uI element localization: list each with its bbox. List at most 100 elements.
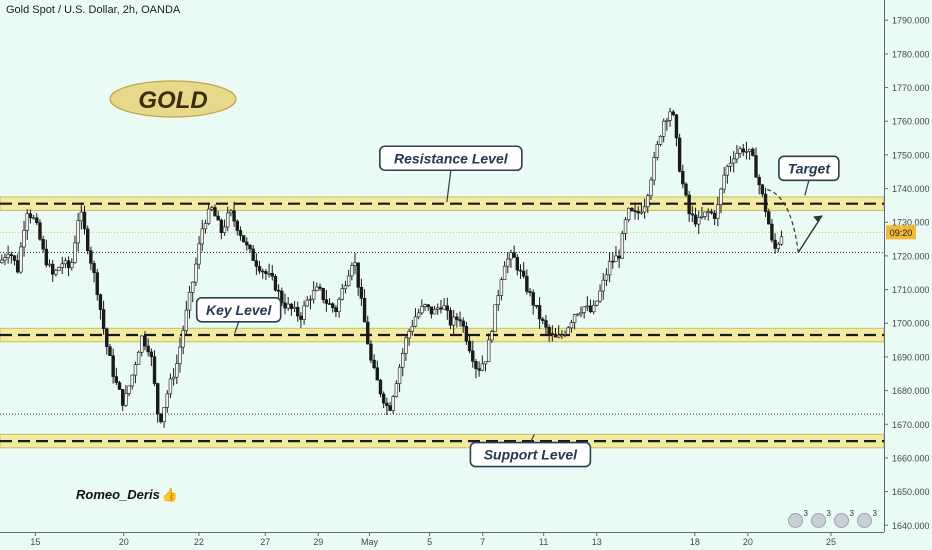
candle-body <box>353 262 357 266</box>
candle-body <box>598 290 602 302</box>
candle-body <box>381 393 386 404</box>
medal-icon[interactable]: 3 <box>811 509 831 528</box>
candle-body <box>171 376 176 380</box>
candle-body <box>143 335 147 347</box>
candle-body <box>461 320 465 327</box>
candle-body <box>232 210 236 222</box>
candle-body <box>159 413 163 423</box>
candle-body <box>35 217 39 224</box>
candle-body <box>496 295 500 306</box>
candle-body <box>617 255 621 259</box>
candle-body <box>525 275 529 292</box>
candle-body <box>3 257 7 261</box>
candle-body <box>238 230 243 236</box>
candle-body <box>700 216 704 218</box>
candle-body <box>471 350 475 362</box>
candle-body <box>175 363 179 378</box>
candle-body <box>267 272 271 275</box>
candle-body <box>432 308 437 315</box>
candle-body <box>477 368 481 371</box>
candle-body <box>712 212 717 219</box>
callout-box[interactable] <box>195 296 282 323</box>
candle-body <box>191 281 195 293</box>
candle-body <box>245 241 249 246</box>
price-tick-label: 1650.000 <box>892 487 930 497</box>
candle-body <box>321 288 325 301</box>
candle-body <box>677 137 682 172</box>
callout-box[interactable] <box>379 145 523 172</box>
candle-body <box>60 263 64 268</box>
community-badges: 3 3 3 3 <box>788 509 877 528</box>
medal-icon[interactable]: 3 <box>788 509 808 528</box>
candle-body <box>576 313 580 316</box>
candle-body <box>697 217 701 225</box>
time-tick-label: 22 <box>194 537 204 547</box>
medal-icon[interactable]: 3 <box>857 509 877 528</box>
candle-body <box>534 304 539 307</box>
candle-body <box>57 267 61 271</box>
candle-body <box>44 248 49 266</box>
candle-body <box>693 214 698 225</box>
candle-body <box>76 220 80 244</box>
candle-body <box>162 407 166 423</box>
candle-body <box>426 304 430 308</box>
candle-body <box>515 257 520 271</box>
candle-body <box>448 310 453 326</box>
candle-body <box>754 155 758 178</box>
candle-body <box>627 207 631 221</box>
candle-body <box>28 213 33 219</box>
callout-label: Resistance Level <box>394 150 509 166</box>
price-tick-label: 1730.000 <box>892 218 930 228</box>
price-tick-label: 1760.000 <box>892 117 930 127</box>
candle-body <box>658 136 663 145</box>
callout-box[interactable] <box>469 441 592 468</box>
candle-body <box>340 288 344 300</box>
candle-body <box>38 222 42 240</box>
candle-body <box>92 263 96 273</box>
callout-label: Key Level <box>206 302 272 318</box>
candle-body <box>518 269 523 272</box>
gold-badge-label: GOLD <box>138 87 207 114</box>
badge-count: 3 <box>872 509 877 518</box>
candle-body <box>63 260 68 265</box>
candle-body <box>722 174 726 190</box>
time-tick-label: May <box>361 537 379 547</box>
candle-body <box>197 243 201 265</box>
candle-body <box>620 233 625 259</box>
candle-body <box>146 345 150 353</box>
candle-body <box>0 259 4 263</box>
gold-badge <box>109 80 237 118</box>
candle-body <box>311 290 316 300</box>
candle-body <box>318 286 322 289</box>
candle-body <box>31 217 36 220</box>
candle-body <box>226 212 230 228</box>
candle-body <box>184 309 189 331</box>
candle-body <box>646 195 650 208</box>
candle-body <box>130 374 134 387</box>
candle-body <box>690 213 695 216</box>
candle-body <box>776 244 780 249</box>
callout-box[interactable] <box>778 155 840 182</box>
candle-body <box>467 340 472 352</box>
candle-body <box>9 254 14 257</box>
candle-body <box>286 303 290 309</box>
candle-body <box>623 219 628 234</box>
candle-body <box>716 204 720 219</box>
candle-body <box>324 299 329 304</box>
medal-icon[interactable]: 3 <box>834 509 854 528</box>
candle-body <box>674 114 679 139</box>
candle-body <box>725 166 730 176</box>
candle-body <box>668 111 672 121</box>
candle-body <box>550 333 555 335</box>
candle-body <box>506 258 510 267</box>
candle-body <box>305 299 309 307</box>
candle-body <box>436 307 440 310</box>
candle-body <box>283 302 287 309</box>
candle-body <box>572 314 577 323</box>
candle-body <box>499 279 504 296</box>
candle-body <box>579 312 583 315</box>
candle-body <box>566 327 570 335</box>
candle-body <box>585 305 590 308</box>
candle-body <box>439 307 443 310</box>
